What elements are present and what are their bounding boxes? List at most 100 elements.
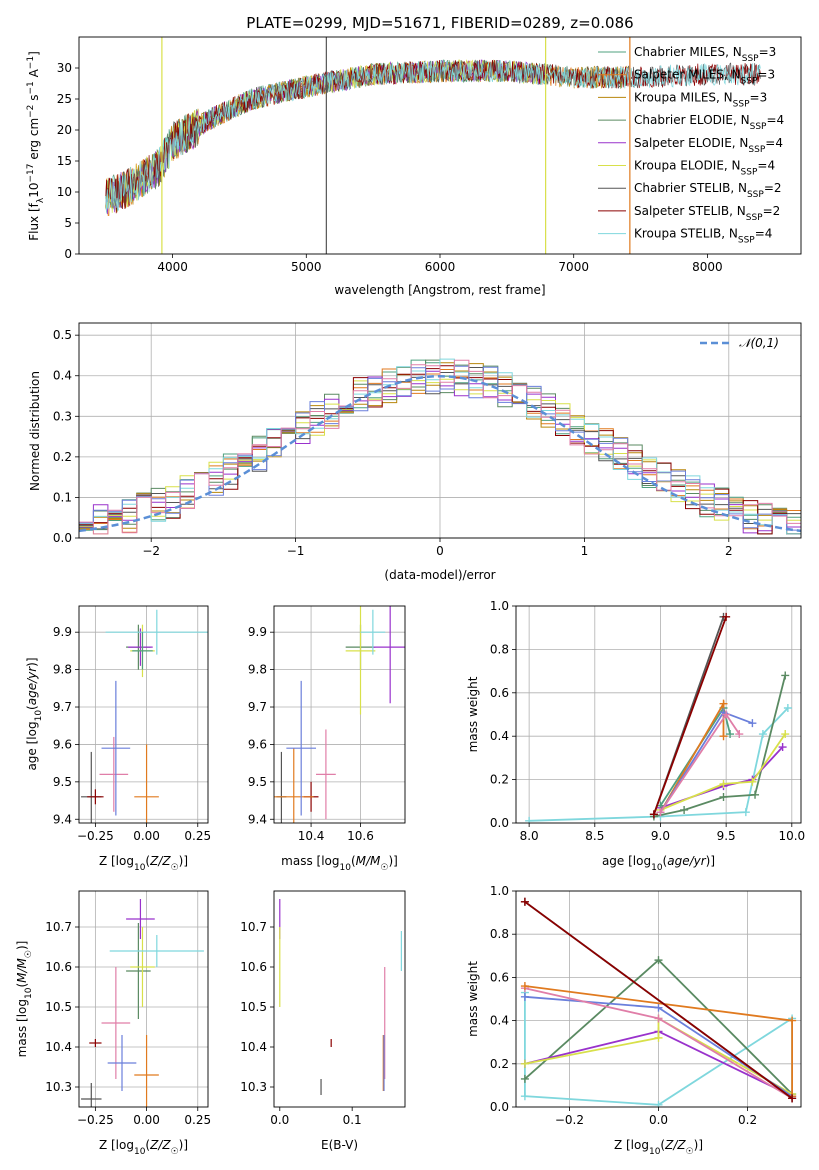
y-tick-label: 10.5 — [45, 1000, 72, 1014]
y-tick-label: 9.8 — [53, 663, 72, 677]
plot-area — [81, 899, 204, 1107]
y-tick-label: 10.3 — [240, 1080, 267, 1094]
x-tick-label: 0.25 — [184, 829, 211, 843]
plot-area — [81, 609, 208, 823]
x-tick-label: 8.0 — [520, 829, 539, 843]
y-tick-label: 0.0 — [53, 531, 72, 545]
data-point — [726, 730, 735, 739]
data-point — [520, 1074, 529, 1083]
data-point — [788, 1016, 797, 1025]
y-tick-label: 0.5 — [53, 328, 72, 342]
x-tick-label: 9.0 — [651, 829, 670, 843]
legend-entry: Chabrier MILES, NSSP=3 — [634, 45, 776, 64]
y-axis-label: age [log10(age/yr)] — [25, 657, 44, 770]
data-point — [751, 790, 760, 799]
x-tick-label: 8.5 — [585, 829, 604, 843]
data-point — [722, 710, 731, 719]
x-tick-label: 1 — [581, 544, 589, 558]
plot-area — [274, 606, 405, 823]
x-tick-label: −1 — [287, 544, 305, 558]
data-point — [781, 671, 790, 680]
y-tick-label: 10.7 — [240, 920, 267, 934]
panel-age_vs_mass: 10.4 10.6 9.4 9.5 9.6 9.7 9.8 9.9 mass [log10(M/… — [248, 605, 406, 873]
x-tick-label: 0.0 — [649, 1113, 668, 1127]
x-tick-label: 0.00 — [133, 829, 160, 843]
chart-layer: 4000 5000 6000 7000 8000051015202530Chabrier… — [15, 36, 805, 1157]
series-line — [659, 711, 753, 813]
data-point — [719, 699, 728, 708]
y-tick-label: 0.0 — [490, 816, 509, 830]
plot-area — [520, 897, 797, 1107]
x-tick-label: 10.4 — [298, 829, 325, 843]
plot-area — [525, 612, 792, 823]
legend-entry: Chabrier ELODIE, NSSP=4 — [634, 113, 784, 132]
data-point — [520, 992, 529, 1001]
figure-title: PLATE=0299, MJD=51671, FIBERID=0289, z=0… — [246, 14, 633, 32]
legend-entry: Kroupa ELODIE, NSSP=4 — [634, 159, 775, 178]
x-tick-label: 0 — [436, 544, 444, 558]
x-axis-label: Z [log10(Z/Z☉)] — [99, 854, 188, 873]
y-tick-label: 9.6 — [248, 737, 267, 751]
axes-frame — [78, 605, 209, 824]
x-tick-label: 0.00 — [133, 1113, 160, 1127]
y-tick-label: 9.8 — [248, 663, 267, 677]
y-tick-label: 0.4 — [53, 369, 72, 383]
y-tick-label: 9.5 — [248, 775, 267, 789]
data-point — [525, 816, 534, 823]
data-point — [781, 730, 790, 739]
y-tick-label: 0.2 — [490, 1057, 509, 1071]
series-line — [524, 1016, 793, 1095]
y-tick-label: 9.6 — [53, 737, 72, 751]
y-tick-label: 10.7 — [45, 920, 72, 934]
y-axis-label: mass weight — [466, 961, 480, 1037]
y-tick-label: 20 — [57, 123, 72, 137]
y-tick-label: 1.0 — [490, 884, 509, 898]
series-line — [653, 616, 727, 815]
y-tick-label: 15 — [57, 154, 72, 168]
data-point — [719, 779, 728, 788]
data-point — [520, 1059, 529, 1068]
y-axis-label: mass weight — [466, 676, 480, 752]
y-tick-label: 5 — [64, 216, 72, 230]
x-tick-label: −2 — [142, 544, 160, 558]
y-tick-label: 1.0 — [490, 599, 509, 613]
y-tick-label: 0.8 — [490, 927, 509, 941]
series-line — [653, 675, 787, 818]
x-tick-label: 10.0 — [778, 829, 805, 843]
y-tick-label: 0.0 — [490, 1100, 509, 1114]
x-axis-label: wavelength [Angstrom, rest frame] — [334, 283, 545, 297]
legend-entry: Salpeter MILES, NSSP=3 — [634, 68, 775, 87]
data-point — [748, 719, 757, 728]
y-tick-label: 0.6 — [490, 970, 509, 984]
histogram-step — [79, 359, 801, 535]
y-tick-label: 10 — [57, 185, 72, 199]
axes-frame — [273, 890, 406, 1108]
x-axis-label: Z [log10(Z/Z☉)] — [614, 1138, 703, 1157]
x-tick-label: 6000 — [425, 260, 456, 274]
panel-age_vs_Z: −0.25 0.00 0.25 9.4 9.5 9.6 9.7 9.8 9.9 Z [log10(… — [25, 605, 211, 873]
y-tick-label: 0.3 — [53, 409, 72, 423]
y-tick-label: 25 — [57, 92, 72, 106]
data-point — [520, 982, 529, 991]
data-point — [719, 732, 728, 741]
y-tick-label: 10.4 — [45, 1040, 72, 1054]
panel-mass_weight_vs_Z: −0.2 0.0 0.2 0.0 0.2 0.4 0.6 0.8 1.0 Z [log10(Z/Z… — [466, 884, 802, 1157]
data-point — [735, 730, 744, 739]
axes-frame — [78, 890, 209, 1108]
x-tick-label: 2 — [725, 544, 733, 558]
data-point — [778, 743, 787, 752]
plot-area — [105, 37, 761, 254]
data-point — [654, 1100, 663, 1107]
y-tick-label: 0.2 — [490, 773, 509, 787]
data-point — [783, 703, 792, 712]
x-tick-label: 10.6 — [347, 829, 374, 843]
plot-area — [279, 899, 402, 1095]
x-axis-label: mass [log10(M/M☉)] — [281, 854, 398, 873]
legend-entry: Salpeter STELIB, NSSP=2 — [634, 204, 780, 223]
panel-mass_vs_Z: −0.25 0.00 0.25 10.3 10.4 10.5 10.6 10.7 Z [log1… — [15, 890, 211, 1157]
y-axis-label: mass [log10(M/M☉)] — [15, 941, 34, 1058]
x-tick-label: 5000 — [291, 260, 322, 274]
axes-frame — [273, 605, 406, 824]
y-axis-label: Normed distribution — [28, 371, 42, 491]
x-tick-label: 0.25 — [184, 1113, 211, 1127]
